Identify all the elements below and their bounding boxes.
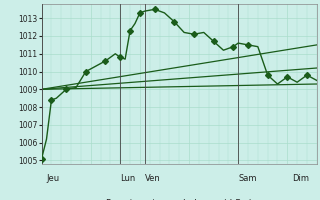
- Text: Lun: Lun: [120, 174, 135, 183]
- Text: Pression niveau de la mer( hPa ): Pression niveau de la mer( hPa ): [106, 199, 252, 200]
- Text: Dim: Dim: [292, 174, 309, 183]
- Text: Ven: Ven: [145, 174, 161, 183]
- Text: Sam: Sam: [238, 174, 257, 183]
- Text: Jeu: Jeu: [46, 174, 60, 183]
